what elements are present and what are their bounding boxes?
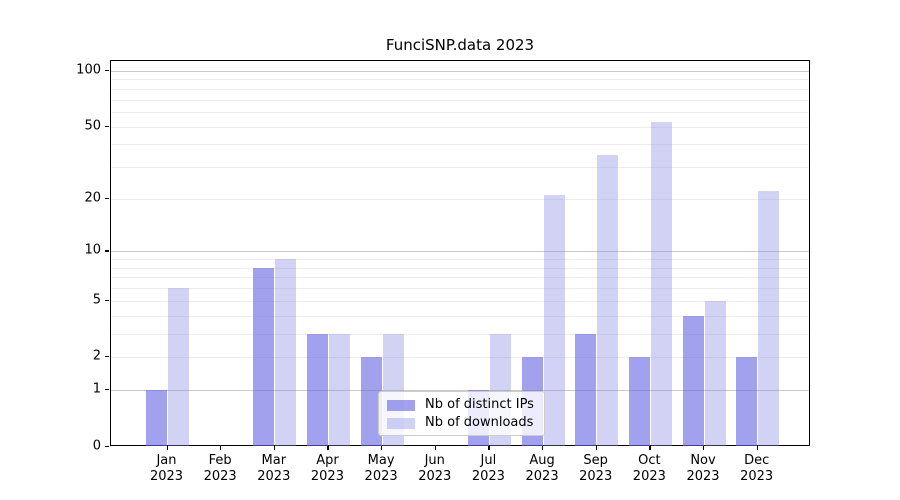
y-tick-mark-2 [105,356,109,358]
x-tick-label-dec: Dec 2023 [740,453,774,484]
gridline-70 [111,99,809,101]
gridline-20 [111,198,809,200]
x-tick-mark-feb [220,446,222,450]
gridline-5 [111,300,809,302]
y-tick-label-0: 0 [92,438,101,453]
x-tick-label-jun: Jun 2023 [418,453,452,484]
y-tick-mark-50 [105,125,109,127]
y-tick-label-50: 50 [84,118,101,134]
gridline-8 [111,267,809,269]
bar-nb-of-downloads-jan [168,288,189,446]
gridline-4 [111,315,809,317]
legend-label: Nb of distinct IPs [425,397,534,412]
bar-nb-of-downloads-aug [543,195,565,446]
x-tick-mark-dec [756,446,758,450]
x-tick-label-sep: Sep 2023 [579,453,613,484]
x-tick-label-nov: Nov 2023 [686,453,720,484]
bar-nb-of-distinct-ips-nov [682,315,704,446]
legend-label: Nb of downloads [425,415,534,430]
gridline-60 [111,112,809,114]
x-tick-label-aug: Aug 2023 [525,453,559,484]
y-tick-mark-10 [105,250,109,252]
y-tick-label-2: 2 [92,348,101,364]
gridline-50 [111,126,809,128]
gridline-6 [111,288,809,290]
bar-nb-of-distinct-ips-apr [306,333,328,446]
y-tick-mark-20 [105,197,109,199]
x-tick-label-mar: Mar 2023 [257,453,291,484]
y-tick-mark-5 [105,299,109,301]
x-tick-mark-apr [327,446,329,450]
bar-nb-of-distinct-ips-jan [146,390,167,446]
gridline-2 [111,357,809,359]
bar-nb-of-downloads-mar [275,259,297,446]
bar-nb-of-distinct-ips-oct [628,357,650,446]
legend-swatch [387,400,415,411]
x-tick-mark-aug [542,446,544,450]
gridline-7 [111,277,809,279]
bar-nb-of-downloads-apr [328,333,350,446]
gridline-3 [111,333,809,335]
y-tick-mark-100 [105,70,109,72]
x-tick-mark-sep [595,446,597,450]
x-tick-label-apr: Apr 2023 [310,453,344,484]
bar-nb-of-distinct-ips-dec [736,357,758,446]
legend-swatch [387,418,415,429]
x-tick-mark-mar [273,446,275,450]
legend-item-downloads: Nb of downloads [379,414,544,432]
plot-area [110,60,810,446]
bar-nb-of-downloads-nov [704,300,726,446]
x-tick-mark-jan [166,446,168,450]
legend-item-distinct-ips: Nb of distinct IPs [379,396,544,414]
y-tick-label-5: 5 [92,292,101,308]
gridline-10 [111,251,809,253]
x-tick-mark-oct [649,446,651,450]
x-tick-mark-jul [488,446,490,450]
y-tick-mark-1 [105,389,109,391]
x-tick-mark-jun [434,446,436,450]
bar-nb-of-downloads-oct [650,121,672,446]
x-tick-label-oct: Oct 2023 [632,453,666,484]
chart-title: FunciSNP.data 2023 [385,36,535,54]
y-tick-label-1: 1 [92,381,101,397]
bar-nb-of-downloads-dec [758,191,780,446]
gridline-1 [111,390,809,392]
x-tick-label-feb: Feb 2023 [203,453,237,484]
bar-nb-of-distinct-ips-mar [253,267,275,446]
y-tick-mark-0 [105,445,109,447]
x-tick-mark-may [381,446,383,450]
x-tick-label-jan: Jan 2023 [149,453,184,484]
gridline-100 [111,71,809,72]
x-tick-label-may: May 2023 [364,453,398,484]
gridline-40 [111,144,809,146]
bar-nb-of-distinct-ips-sep [575,333,597,446]
y-tick-label-10: 10 [84,242,101,258]
y-tick-label-20: 20 [84,190,101,206]
x-tick-label-jul: Jul 2023 [471,453,505,484]
legend: Nb of distinct IPs Nb of downloads [378,391,545,436]
bar-nb-of-distinct-ips-may [360,357,382,446]
gridline-30 [111,167,809,169]
x-tick-mark-nov [703,446,705,450]
y-tick-label-100: 100 [76,62,101,78]
bar-nb-of-downloads-sep [597,154,619,446]
gridline-9 [111,259,809,261]
gridline-90 [111,79,809,81]
gridline-80 [111,88,809,90]
